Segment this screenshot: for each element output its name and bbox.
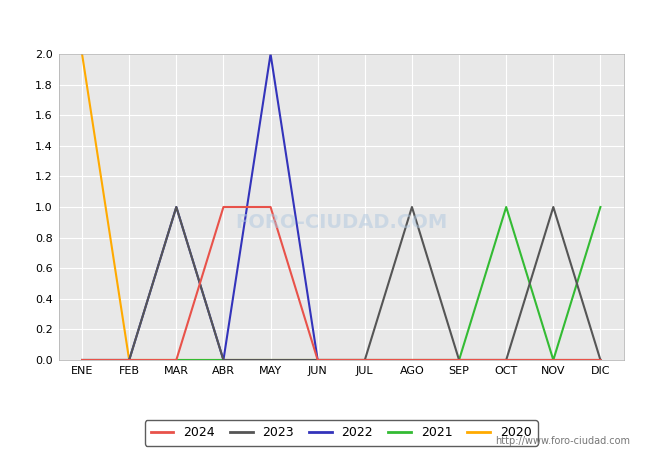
Text: http://www.foro-ciudad.com: http://www.foro-ciudad.com [495, 436, 630, 446]
Legend: 2024, 2023, 2022, 2021, 2020: 2024, 2023, 2022, 2021, 2020 [144, 420, 538, 446]
Text: FORO-CIUDAD.COM: FORO-CIUDAD.COM [235, 213, 447, 232]
Text: Matriculaciones de Vehiculos en Torres de Albarracín: Matriculaciones de Vehiculos en Torres d… [124, 15, 526, 30]
